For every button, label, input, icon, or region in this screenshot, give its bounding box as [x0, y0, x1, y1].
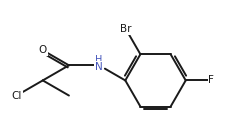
Text: H: H	[95, 55, 102, 65]
Text: O: O	[39, 45, 47, 55]
Text: F: F	[207, 75, 213, 85]
Text: N: N	[95, 61, 103, 72]
Text: Br: Br	[120, 24, 131, 34]
Text: Cl: Cl	[11, 91, 22, 101]
